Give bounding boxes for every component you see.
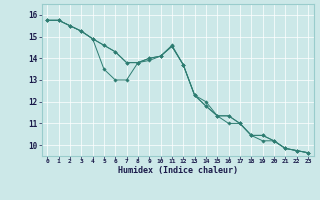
X-axis label: Humidex (Indice chaleur): Humidex (Indice chaleur) (118, 166, 237, 175)
